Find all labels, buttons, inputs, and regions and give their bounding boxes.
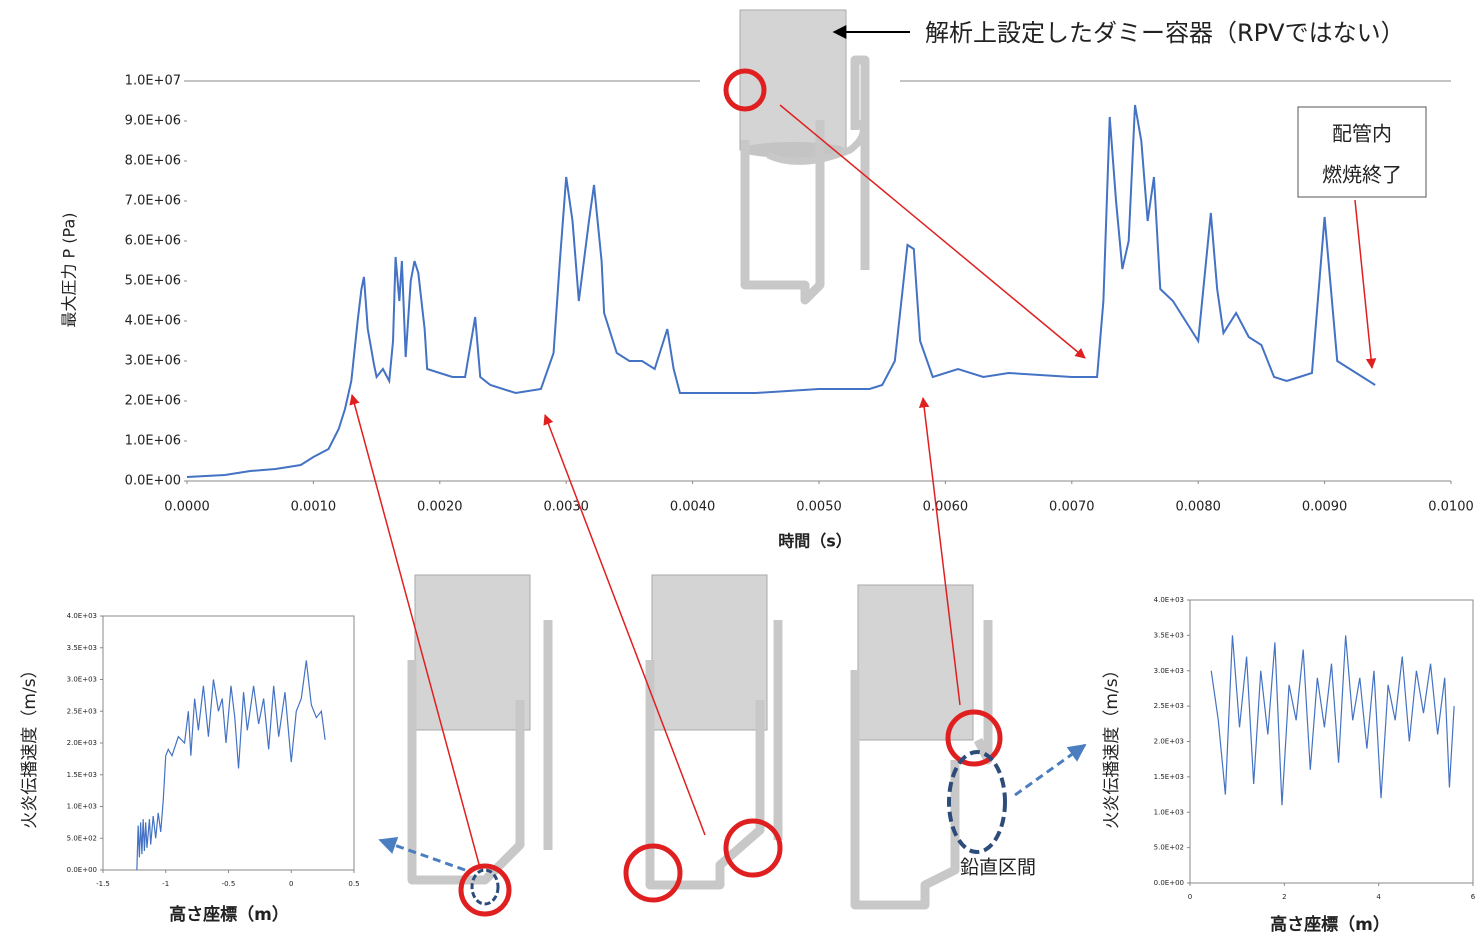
y-tick-label: 2.0E+03 — [1154, 738, 1184, 746]
x-tick-label: 0.0060 — [923, 500, 969, 515]
x-tick-label: 0.0100 — [1428, 500, 1474, 515]
x-axis-label: 時間（s） — [778, 532, 852, 551]
y-tick-label: 4.0E+06 — [125, 314, 181, 329]
data-line — [137, 660, 325, 870]
y-axis-label: 火炎伝播速度（m/s） — [1102, 661, 1122, 828]
x-tick-label: -0.5 — [222, 880, 236, 888]
y-tick-label: 2.5E+03 — [67, 707, 97, 715]
x-tick-label: 2 — [1282, 893, 1286, 901]
x-tick-label: 0 — [289, 880, 293, 888]
annotation: 解析上設定したダミー容器（RPVではない） — [925, 19, 1405, 47]
y-tick-label: 3.5E+03 — [67, 644, 97, 652]
vessel-diagram — [412, 575, 548, 914]
y-tick-label: 2.0E+03 — [67, 739, 97, 747]
vessel-diagram — [626, 575, 780, 900]
x-tick-label: 0.0070 — [1049, 500, 1095, 515]
arrow — [380, 840, 465, 870]
y-tick-label: 1.0E+06 — [125, 434, 181, 449]
x-tick-label: -1.5 — [96, 880, 110, 888]
x-tick-label: 0.0020 — [417, 500, 463, 515]
y-tick-label: 5.0E+02 — [67, 834, 97, 842]
x-tick-label: 0.0040 — [670, 500, 716, 515]
x-tick-label: 0.0000 — [164, 500, 210, 515]
page: {"chart_data": [ {"type": "line", "color… — [0, 0, 1482, 935]
y-tick-label: 9.0E+06 — [125, 114, 181, 129]
y-tick-label: 2.0E+06 — [125, 394, 181, 409]
x-axis-label: 高さ座標（m） — [169, 904, 289, 925]
y-tick-label: 2.5E+03 — [1154, 702, 1184, 710]
y-tick-label: 0.0E+00 — [67, 866, 97, 874]
annotation: 鉛直区間 — [960, 857, 1036, 879]
y-tick-label: 1.5E+03 — [67, 771, 97, 779]
y-tick-label: 7.0E+06 — [125, 194, 181, 209]
y-axis-label: 火炎伝播速度（m/s） — [20, 661, 40, 828]
arrow — [1015, 745, 1085, 795]
figure: 0.0E+00 1.0E+06 2.0E+06 3.0E+06 4.0E+06 5.0E+… — [0, 0, 1482, 935]
y-tick-label: 0.0E+00 — [125, 474, 181, 489]
y-tick-label: 1.5E+03 — [1154, 773, 1184, 781]
annotation: 燃焼終了 — [1322, 163, 1402, 187]
x-axis-label: 高さ座標（m） — [1270, 914, 1390, 935]
y-tick-label: 8.0E+06 — [125, 154, 181, 169]
vessel-diagram — [726, 10, 865, 300]
x-tick-label: 4 — [1376, 893, 1381, 901]
x-tick-label: 0.0010 — [291, 500, 337, 515]
y-tick-label: 0.0E+00 — [1154, 879, 1184, 887]
y-tick-label: 1.0E+07 — [125, 74, 181, 89]
x-tick-label: 0.0080 — [1175, 500, 1221, 515]
data-line — [1211, 635, 1454, 805]
x-tick-label: 6 — [1471, 893, 1476, 901]
y-tick-label: 3.0E+06 — [125, 354, 181, 369]
annotation: 配管内 — [1332, 122, 1392, 146]
x-tick-label: -1 — [162, 880, 169, 888]
y-tick-label: 4.0E+03 — [1154, 596, 1184, 604]
x-tick-label: 0 — [1188, 893, 1192, 901]
x-tick-label: 0.0050 — [796, 500, 842, 515]
y-tick-label: 4.0E+03 — [67, 612, 97, 620]
y-tick-label: 6.0E+06 — [125, 234, 181, 249]
x-tick-label: 0.0090 — [1302, 500, 1348, 515]
y-tick-label: 5.0E+06 — [125, 274, 181, 289]
y-tick-label: 3.0E+03 — [1154, 667, 1184, 675]
y-axis-label: 最大圧力 P (Pa) — [60, 212, 79, 327]
y-tick-label: 1.0E+03 — [67, 803, 97, 811]
x-tick-label: 0.5 — [348, 880, 359, 888]
y-tick-label: 1.0E+03 — [1154, 808, 1184, 816]
y-tick-label: 3.5E+03 — [1154, 631, 1184, 639]
y-tick-label: 3.0E+03 — [67, 676, 97, 684]
y-tick-label: 5.0E+02 — [1154, 844, 1184, 852]
